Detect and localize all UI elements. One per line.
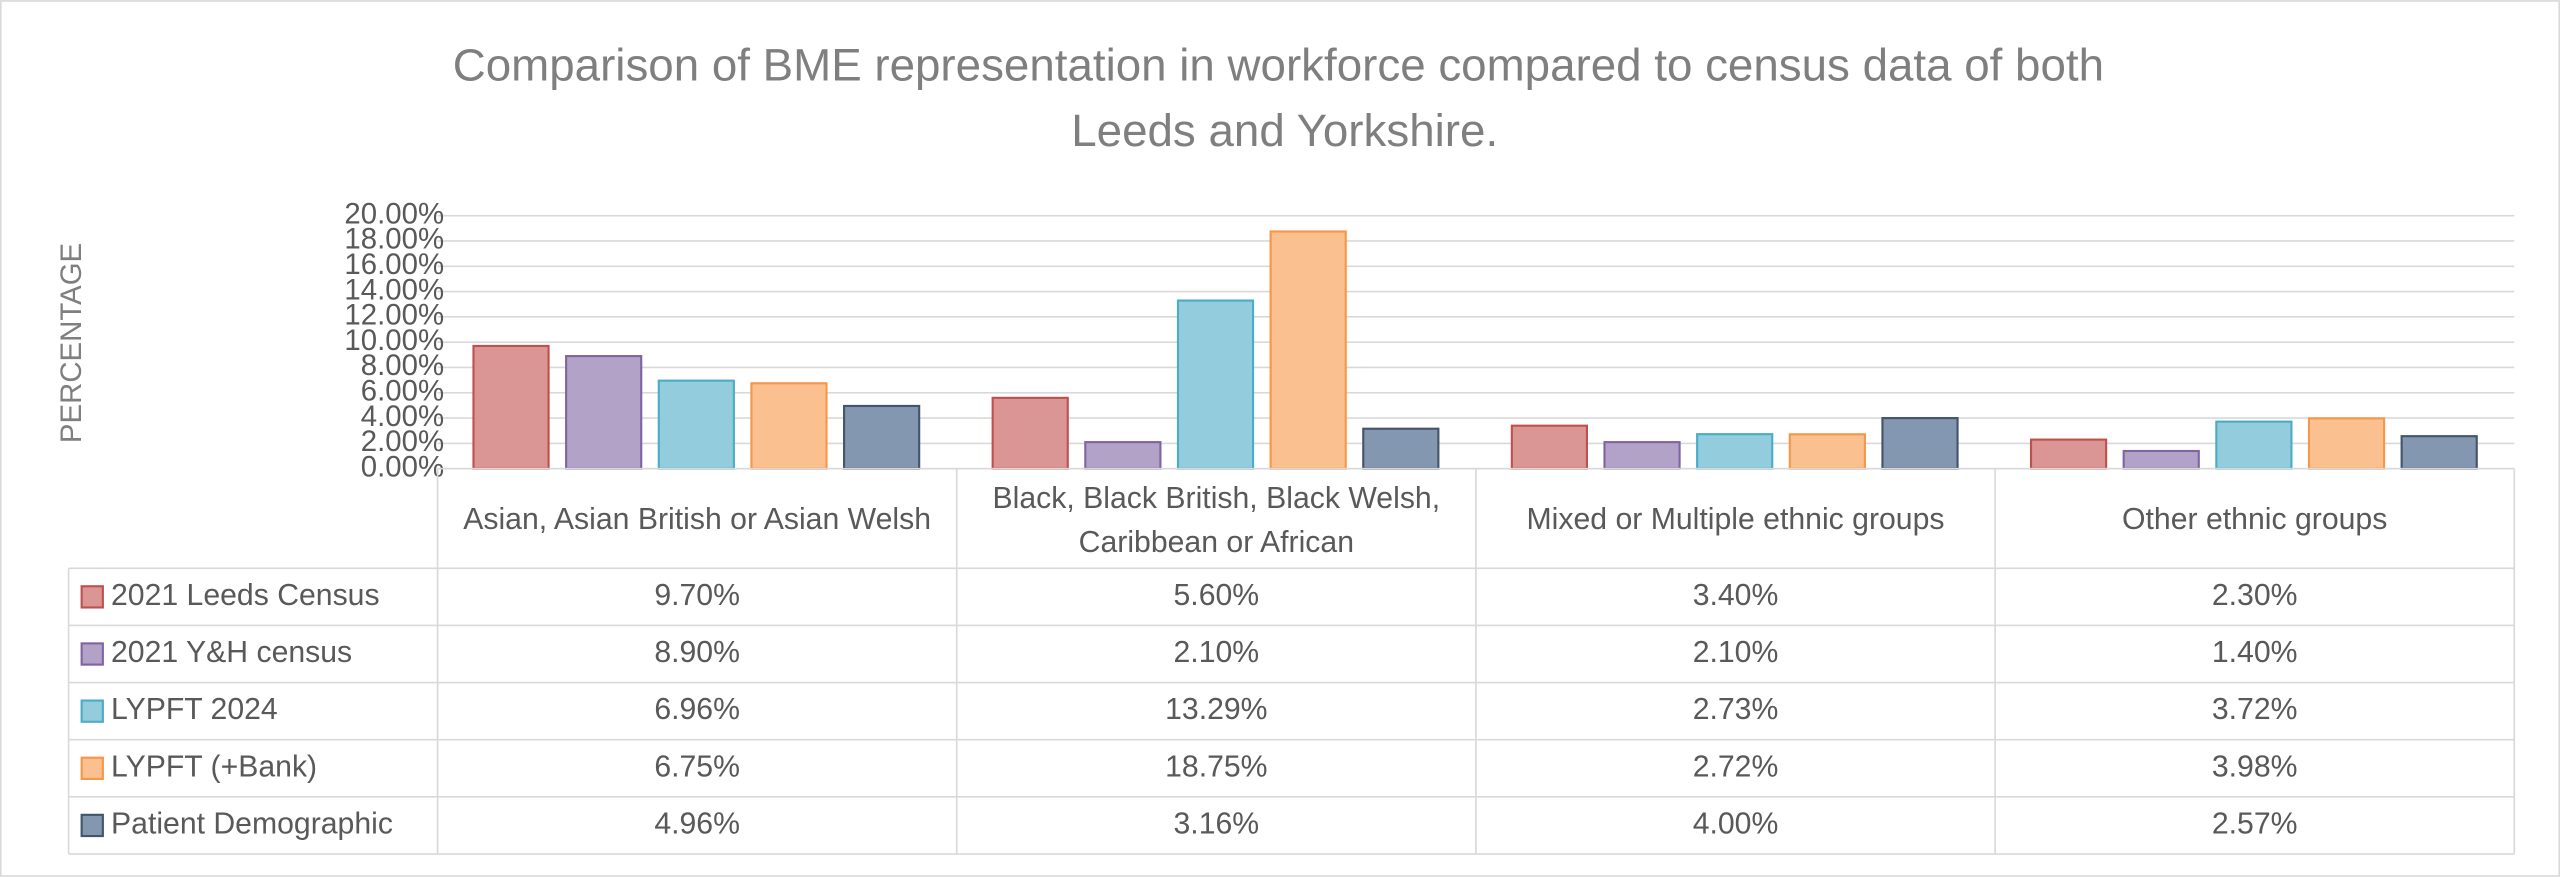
table-value: 2.73% — [1693, 693, 1779, 726]
bar — [2215, 420, 2293, 470]
table-value: 3.16% — [1174, 807, 1260, 840]
bar — [657, 379, 735, 470]
y-axis-label: PERCENTAGE — [55, 243, 88, 443]
table-value: 9.70% — [654, 579, 740, 612]
y-tick-label: 8.00% — [361, 349, 444, 382]
x-tick-label: Other ethnic groups — [2122, 501, 2388, 536]
y-tick-label: 20.00% — [344, 197, 444, 230]
x-tick-label: Black, Black British, Black Welsh, Carib… — [992, 479, 1441, 558]
category-cell: Mixed or Multiple ethnic groups — [1526, 501, 1945, 536]
table-value: 13.29% — [1165, 693, 1267, 726]
table-value: 2.72% — [1693, 750, 1779, 783]
legend-label: 2021 Leeds Census — [111, 579, 380, 612]
legend-key — [80, 699, 104, 723]
category-cell: Asian, Asian British or Asian Welsh — [463, 501, 932, 536]
table-value: 5.60% — [1174, 579, 1260, 612]
legend-key — [80, 585, 104, 609]
table-value: 2.10% — [1693, 636, 1779, 669]
y-tick-label: 14.00% — [344, 273, 444, 306]
bar — [1510, 424, 1589, 470]
bar — [2307, 417, 2386, 470]
table-value: 6.96% — [654, 693, 740, 726]
y-tick-label: 6.00% — [361, 375, 444, 408]
x-tick-label: Asian, Asian British or Asian Welsh — [463, 501, 932, 536]
y-tick-label: 12.00% — [344, 299, 444, 332]
bar — [991, 396, 1069, 470]
y-tick-label: 18.00% — [344, 223, 444, 256]
bar — [1603, 441, 1681, 470]
y-tick-label: 2.00% — [361, 425, 444, 458]
table-value: 1.40% — [2212, 636, 2298, 669]
bar — [565, 355, 643, 470]
bar — [472, 344, 550, 470]
table-value: 3.40% — [1693, 579, 1779, 612]
legend-label: LYPFT 2024 — [111, 693, 278, 726]
x-tick-label: Mixed or Multiple ethnic groups — [1526, 501, 1945, 536]
legend-label: Patient Demographic — [111, 807, 393, 840]
bar — [843, 404, 921, 470]
y-tick-label: 4.00% — [361, 400, 444, 433]
table-value: 4.96% — [654, 807, 740, 840]
legend-label: LYPFT (+Bank) — [111, 750, 317, 783]
legend-key — [80, 813, 104, 838]
category-cell: Black, Black British, Black Welsh, Carib… — [992, 479, 1441, 558]
bar — [2400, 435, 2478, 470]
table-value: 3.72% — [2212, 693, 2298, 726]
bar — [1362, 427, 1440, 470]
bar — [1696, 433, 1774, 470]
table-value: 18.75% — [1165, 750, 1267, 783]
legend-key — [80, 756, 104, 780]
table-value: 2.10% — [1174, 636, 1260, 669]
bar — [2122, 449, 2200, 470]
bar — [1269, 230, 1347, 470]
table-value: 6.75% — [654, 750, 740, 783]
y-tick-label: 0.00% — [361, 450, 444, 483]
bar — [2029, 438, 2108, 470]
table-value: 2.30% — [2212, 579, 2298, 612]
bar — [1176, 299, 1255, 470]
legend-key — [80, 642, 104, 666]
bar — [750, 382, 828, 470]
bar — [1881, 417, 1959, 470]
y-tick-label: 16.00% — [344, 248, 444, 281]
y-tick-label: 10.00% — [344, 324, 444, 357]
category-cell: Other ethnic groups — [2122, 501, 2388, 536]
table-value: 4.00% — [1693, 807, 1779, 840]
bar — [1788, 433, 1866, 470]
table-value: 3.98% — [2212, 750, 2298, 783]
legend-label: 2021 Y&H census — [111, 636, 352, 669]
table-value: 2.57% — [2212, 807, 2298, 840]
bar — [1084, 441, 1162, 470]
chart-title: Comparison of BME representation in work… — [453, 40, 2104, 156]
table-value: 8.90% — [654, 636, 740, 669]
